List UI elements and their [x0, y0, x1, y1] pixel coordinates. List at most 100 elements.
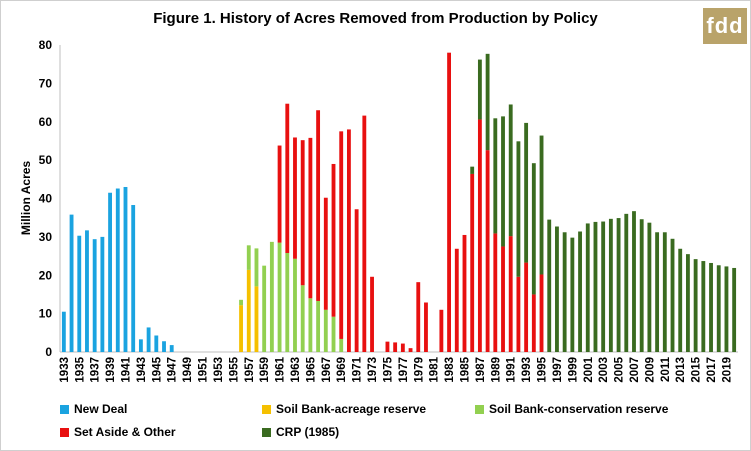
x-tick-label: 1939	[105, 357, 117, 383]
bar-1961-series-3	[277, 145, 282, 243]
x-tick-label: 1983	[444, 357, 456, 383]
brand-logo: fdd	[703, 8, 747, 44]
x-tick-label: 1987	[475, 357, 487, 383]
x-tick-label: 2015	[691, 356, 703, 382]
x-tick-label: 2017	[706, 357, 718, 383]
bar-1994-series-4	[531, 163, 536, 295]
bar-1999-series-4	[570, 237, 575, 352]
x-tick-label: 2001	[583, 356, 595, 382]
bar-1976-series-3	[393, 342, 398, 352]
bar-1958-series-1	[254, 286, 259, 352]
bar-1997-series-4	[555, 226, 559, 352]
x-tick-label: 1951	[198, 356, 210, 382]
bar-2017-series-4	[709, 262, 713, 352]
y-tick-label: 20	[39, 268, 53, 282]
bar-1973-series-3	[370, 276, 374, 352]
x-tick-label: 1933	[59, 357, 71, 383]
bar-1936-series-0	[85, 230, 89, 352]
x-tick-label: 1935	[74, 356, 86, 382]
legend-label-soil-bank-conservation: Soil Bank-conservation reserve	[489, 402, 669, 416]
bar-2012-series-4	[670, 238, 675, 352]
bar-1942-series-0	[131, 205, 136, 352]
bar-1966-series-2	[316, 300, 321, 352]
bar-1956-series-2	[239, 299, 243, 306]
x-tick-label: 1989	[490, 357, 502, 383]
bar-1986-series-4	[470, 166, 475, 174]
x-tick-label: 2005	[614, 356, 626, 382]
x-tick-label: 2003	[598, 357, 610, 383]
legend-label-soil-bank-acreage: Soil Bank-acreage reserve	[276, 402, 427, 416]
bar-2013-series-4	[678, 248, 683, 352]
x-tick-label: 1957	[244, 357, 256, 383]
legend-label-crp: CRP (1985)	[276, 425, 340, 439]
x-tick-label: 1963	[290, 357, 302, 383]
x-tick-label: 1991	[506, 356, 518, 382]
bar-1956-series-1	[239, 305, 243, 352]
bar-1989-series-3	[493, 233, 498, 352]
x-tick-label: 2019	[721, 357, 733, 383]
x-tick-label: 2009	[644, 357, 656, 383]
bar-1979-series-3	[416, 282, 421, 352]
bar-2019-series-4	[724, 266, 729, 352]
bar-2003-series-4	[601, 221, 606, 352]
bar-1988-series-3	[485, 150, 490, 352]
bar-group	[61, 52, 737, 353]
bar-2009-series-4	[647, 222, 652, 352]
bar-1933-series-0	[61, 311, 66, 352]
legend-swatch-crp	[262, 427, 271, 437]
bar-1980-series-3	[424, 302, 428, 352]
x-tick-label: 1943	[136, 357, 148, 383]
bar-1996-series-4	[547, 219, 552, 352]
bar-1968-series-2	[331, 316, 336, 352]
x-tick-label: 1993	[521, 357, 533, 383]
x-tick-labels: 1933 1935 1937 1939 1941 1943 1945 1947 1949 1951…	[59, 356, 734, 382]
x-tick-label: 1965	[305, 356, 317, 382]
y-tick-label: 0	[45, 345, 52, 359]
bar-1957-series-2	[246, 245, 251, 270]
bar-1935-series-0	[77, 235, 82, 352]
y-tick-label: 40	[39, 192, 53, 206]
bar-2018-series-4	[716, 265, 721, 352]
y-tick-label: 30	[39, 230, 53, 244]
bar-1986-series-3	[470, 173, 475, 352]
bar-1937-series-0	[92, 239, 97, 352]
bar-1940-series-0	[115, 188, 120, 352]
x-tick-label: 1979	[413, 357, 425, 383]
x-tick-label: 1977	[398, 357, 410, 383]
x-tick-label: 1959	[259, 357, 271, 383]
x-tick-label: 1949	[182, 357, 194, 383]
y-tick-label: 70	[39, 76, 53, 90]
bar-1988-series-4	[485, 53, 490, 151]
y-tick-labels: 0 10 20 30 40 50 60 70 80	[39, 38, 53, 359]
y-tick-label: 80	[39, 38, 53, 52]
x-tick-label: 1947	[167, 357, 179, 383]
bar-1964-series-2	[300, 285, 305, 352]
bar-2015-series-4	[693, 259, 698, 352]
bar-1991-series-3	[508, 236, 513, 352]
bar-1993-series-3	[524, 262, 529, 352]
bar-1962-series-3	[285, 103, 290, 253]
bar-1987-series-4	[477, 59, 482, 120]
bar-1969-series-2	[339, 338, 344, 352]
bar-1990-series-4	[501, 116, 505, 247]
bar-1993-series-4	[524, 122, 529, 263]
bar-1941-series-0	[123, 186, 128, 352]
bar-2014-series-4	[685, 254, 690, 352]
bar-1944-series-0	[146, 327, 151, 352]
bar-1970-series-3	[346, 129, 351, 352]
x-tick-label: 1953	[213, 357, 225, 383]
bar-1934-series-0	[69, 214, 74, 352]
x-tick-label: 1955	[228, 356, 240, 382]
bar-1998-series-4	[562, 232, 567, 352]
legend-swatch-set-aside	[60, 427, 69, 437]
bar-1967-series-3	[323, 197, 328, 310]
bar-2005-series-4	[616, 218, 621, 352]
bar-1962-series-2	[285, 252, 290, 352]
x-tick-label: 1985	[459, 356, 471, 382]
bar-2008-series-4	[639, 219, 644, 352]
bar-1968-series-3	[331, 163, 336, 317]
bar-1985-series-3	[462, 234, 467, 352]
bar-1963-series-2	[293, 258, 297, 352]
x-tick-label: 1941	[120, 356, 132, 382]
